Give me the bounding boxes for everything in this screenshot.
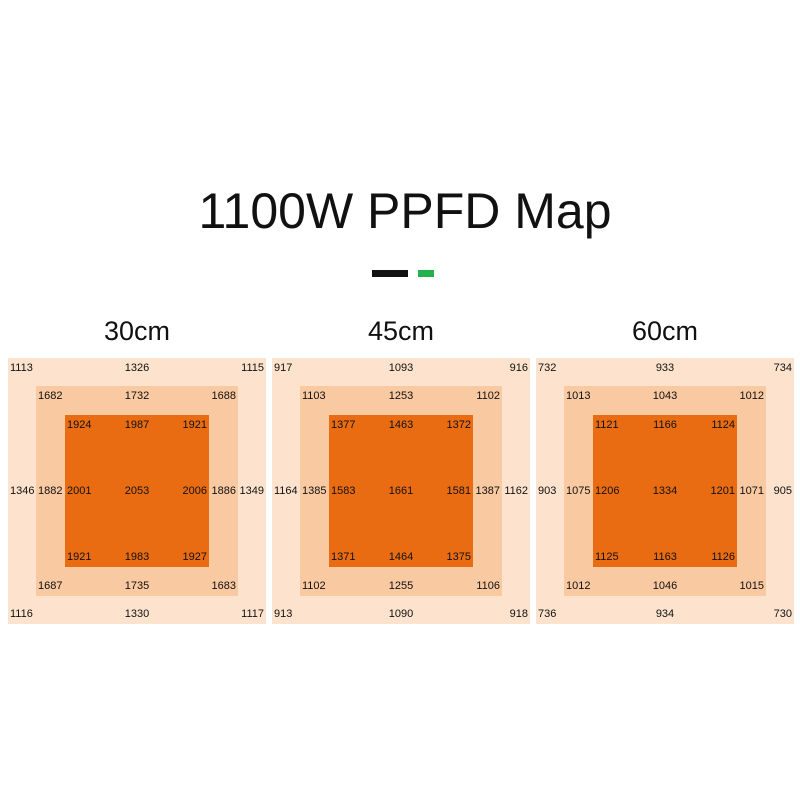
ppfd-value: 1688 — [212, 390, 236, 402]
ppfd-value: 1687 — [38, 580, 62, 592]
ppfd-value: 1046 — [653, 580, 677, 592]
ppfd-value: 1924 — [67, 419, 91, 431]
ppfd-value: 1464 — [389, 551, 413, 563]
ppfd-value: 1732 — [125, 390, 149, 402]
ppfd-value: 1206 — [595, 485, 619, 497]
title: 1100W PPFD Map — [198, 183, 611, 239]
ppfd-value: 1126 — [711, 551, 735, 563]
ppfd-value: 1987 — [125, 419, 149, 431]
ppfd-value: 1013 — [566, 390, 590, 402]
ppfd-value: 1377 — [331, 419, 355, 431]
ppfd-value: 1375 — [447, 551, 471, 563]
ppfd-value: 1463 — [389, 419, 413, 431]
ppfd-value: 1093 — [389, 362, 413, 374]
ppfd-value: 1103 — [302, 390, 326, 402]
ppfd-value: 1326 — [125, 362, 149, 374]
ppfd-value: 903 — [538, 485, 556, 497]
ppfd-value: 1581 — [447, 485, 471, 497]
ppfd-value: 1071 — [740, 485, 764, 497]
ppfd-value: 1349 — [240, 485, 264, 497]
ppfd-value: 1735 — [125, 580, 149, 592]
ppfd-value: 916 — [510, 362, 528, 374]
ppfd-value: 934 — [656, 608, 674, 620]
ppfd-value: 1683 — [212, 580, 236, 592]
ppfd-value: 1255 — [389, 580, 413, 592]
divider-green — [418, 270, 434, 277]
ppfd-value: 913 — [274, 608, 292, 620]
ppfd-value: 1125 — [595, 551, 619, 563]
ppfd-value: 1164 — [274, 485, 298, 497]
ppfd-value: 1117 — [241, 608, 264, 620]
ppfd-value: 1371 — [331, 551, 355, 563]
ppfd-value: 1921 — [183, 419, 207, 431]
ppfd-value: 1166 — [653, 419, 677, 431]
ppfd-value: 2001 — [67, 485, 91, 497]
ppfd-value: 1116 — [10, 608, 33, 620]
ppfd-value: 1106 — [476, 580, 500, 592]
ppfd-value: 1346 — [10, 485, 34, 497]
ppfd-value: 1090 — [389, 608, 413, 620]
ppfd-value: 1330 — [125, 608, 149, 620]
ppfd-value: 1983 — [125, 551, 149, 563]
ppfd-value: 1385 — [302, 485, 326, 497]
ppfd-value: 1882 — [38, 485, 62, 497]
ppfd-center-value: 1334 — [653, 485, 677, 497]
inner-zone — [65, 415, 209, 567]
ppfd-value: 734 — [774, 362, 792, 374]
ppfd-value: 1372 — [447, 419, 471, 431]
divider-black — [372, 270, 408, 277]
ppfd-value: 1921 — [67, 551, 91, 563]
ppfd-value: 1163 — [653, 551, 677, 563]
ppfd-value: 1102 — [476, 390, 500, 402]
ppfd-value: 1886 — [212, 485, 236, 497]
ppfd-value: 1253 — [389, 390, 413, 402]
inner-zone — [329, 415, 473, 567]
ppfd-value: 1162 — [504, 485, 528, 497]
ppfd-value: 1124 — [711, 419, 735, 431]
ppfd-value: 1012 — [566, 580, 590, 592]
ppfd-value: 917 — [274, 362, 292, 374]
ppfd-value: 2006 — [183, 485, 207, 497]
ppfd-value: 1115 — [241, 362, 264, 374]
ppfd-value: 1201 — [711, 485, 735, 497]
ppfd-center-value: 1661 — [389, 485, 413, 497]
ppfd-value: 1015 — [740, 580, 764, 592]
ppfd-value: 732 — [538, 362, 556, 374]
ppfd-value: 1121 — [595, 419, 619, 431]
map-label: 60cm — [632, 316, 698, 346]
ppfd-value: 1682 — [38, 390, 62, 402]
ppfd-value: 1043 — [653, 390, 677, 402]
inner-zone — [593, 415, 737, 567]
map-label: 30cm — [104, 316, 170, 346]
ppfd-value: 905 — [774, 485, 792, 497]
ppfd-value: 918 — [510, 608, 528, 620]
ppfd-value: 1012 — [740, 390, 764, 402]
ppfd-value: 1927 — [183, 551, 207, 563]
ppfd-value: 1583 — [331, 485, 355, 497]
ppfd-value: 933 — [656, 362, 674, 374]
ppfd-value: 1075 — [566, 485, 590, 497]
ppfd-center-value: 2053 — [125, 485, 149, 497]
ppfd-value: 1387 — [476, 485, 500, 497]
map-label: 45cm — [368, 316, 434, 346]
ppfd-value: 1102 — [302, 580, 326, 592]
ppfd-value: 730 — [774, 608, 792, 620]
ppfd-value: 736 — [538, 608, 556, 620]
ppfd-value: 1113 — [10, 362, 33, 374]
